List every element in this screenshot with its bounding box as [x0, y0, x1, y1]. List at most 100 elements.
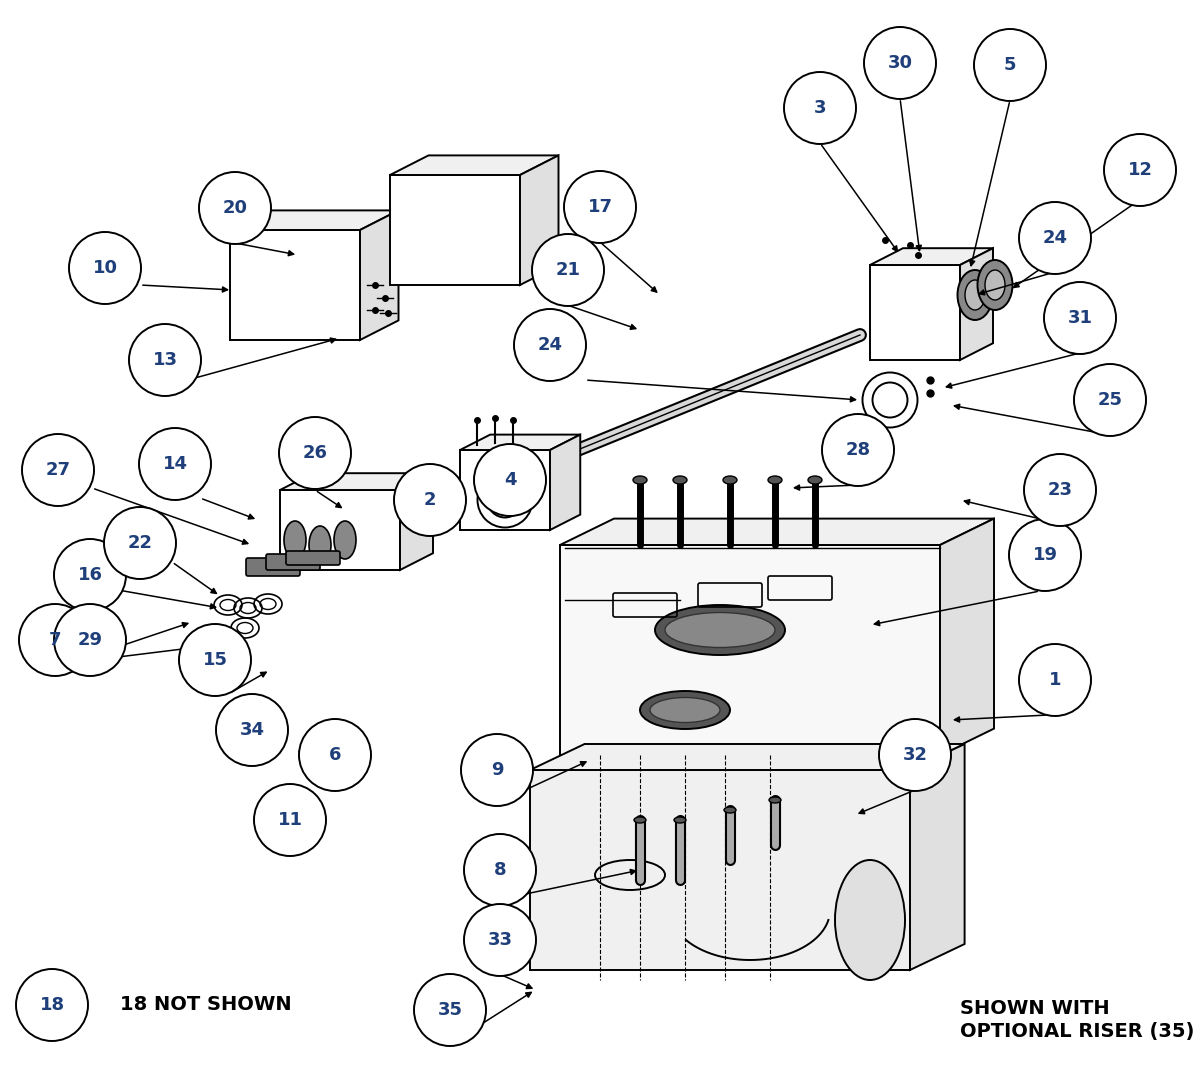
Polygon shape	[230, 211, 398, 230]
Ellipse shape	[768, 476, 782, 484]
Polygon shape	[960, 248, 994, 360]
Polygon shape	[360, 211, 398, 340]
Ellipse shape	[278, 417, 352, 489]
Ellipse shape	[564, 171, 636, 244]
Text: 23: 23	[1048, 480, 1073, 499]
Ellipse shape	[104, 507, 176, 579]
FancyBboxPatch shape	[286, 551, 340, 565]
Ellipse shape	[16, 969, 88, 1041]
Ellipse shape	[724, 807, 736, 814]
FancyBboxPatch shape	[246, 558, 300, 575]
Ellipse shape	[674, 817, 686, 823]
Ellipse shape	[1019, 202, 1091, 274]
Text: 13: 13	[152, 351, 178, 369]
Ellipse shape	[254, 784, 326, 856]
Ellipse shape	[414, 974, 486, 1046]
Text: 19: 19	[1032, 546, 1057, 563]
Ellipse shape	[284, 521, 306, 559]
Polygon shape	[560, 519, 994, 545]
Ellipse shape	[139, 428, 211, 500]
FancyBboxPatch shape	[266, 554, 320, 570]
Text: 16: 16	[78, 566, 102, 584]
Ellipse shape	[514, 309, 586, 381]
Polygon shape	[400, 473, 433, 570]
Ellipse shape	[394, 464, 466, 536]
Ellipse shape	[1024, 454, 1096, 526]
Text: 28: 28	[846, 441, 870, 459]
Ellipse shape	[334, 521, 356, 559]
Text: 1: 1	[1049, 670, 1061, 689]
Text: 17: 17	[588, 198, 612, 216]
Ellipse shape	[965, 280, 985, 310]
Text: 6: 6	[329, 746, 341, 764]
Text: 20: 20	[222, 199, 247, 217]
Polygon shape	[390, 155, 558, 175]
Ellipse shape	[722, 476, 737, 484]
Ellipse shape	[835, 860, 905, 980]
Text: 3: 3	[814, 99, 827, 117]
Polygon shape	[550, 435, 581, 530]
Ellipse shape	[634, 817, 646, 823]
Polygon shape	[870, 265, 960, 360]
Ellipse shape	[19, 604, 91, 676]
Text: 32: 32	[902, 746, 928, 764]
Text: 7: 7	[49, 631, 61, 649]
Ellipse shape	[640, 691, 730, 729]
Text: 22: 22	[127, 534, 152, 551]
Ellipse shape	[878, 719, 952, 791]
Ellipse shape	[978, 260, 1013, 310]
Text: 26: 26	[302, 444, 328, 462]
Ellipse shape	[784, 72, 856, 144]
Text: 4: 4	[504, 471, 516, 489]
Ellipse shape	[769, 797, 781, 803]
Ellipse shape	[464, 834, 536, 906]
Text: 10: 10	[92, 259, 118, 277]
Text: 18 NOT SHOWN: 18 NOT SHOWN	[120, 996, 292, 1014]
Ellipse shape	[864, 27, 936, 99]
Polygon shape	[520, 155, 558, 285]
Polygon shape	[460, 450, 550, 530]
Ellipse shape	[1009, 519, 1081, 591]
Text: 14: 14	[162, 455, 187, 473]
Ellipse shape	[655, 605, 785, 655]
Polygon shape	[870, 248, 994, 265]
Ellipse shape	[70, 232, 142, 304]
Ellipse shape	[808, 476, 822, 484]
Ellipse shape	[1044, 282, 1116, 354]
Text: 31: 31	[1068, 309, 1092, 327]
Text: 27: 27	[46, 461, 71, 479]
Text: 18: 18	[40, 996, 65, 1014]
Ellipse shape	[650, 698, 720, 723]
Text: 24: 24	[538, 336, 563, 354]
Text: 12: 12	[1128, 161, 1152, 179]
Polygon shape	[230, 230, 360, 340]
Text: 24: 24	[1043, 229, 1068, 247]
Ellipse shape	[634, 476, 647, 484]
Polygon shape	[280, 473, 433, 490]
Ellipse shape	[22, 434, 94, 506]
Text: 35: 35	[438, 1001, 462, 1019]
Ellipse shape	[985, 270, 1006, 300]
Ellipse shape	[130, 324, 202, 396]
Text: 11: 11	[277, 811, 302, 829]
Ellipse shape	[665, 613, 775, 648]
Ellipse shape	[216, 695, 288, 765]
Ellipse shape	[179, 624, 251, 696]
Ellipse shape	[1104, 134, 1176, 206]
Ellipse shape	[673, 476, 686, 484]
Ellipse shape	[532, 234, 604, 306]
Ellipse shape	[1074, 364, 1146, 436]
Text: 30: 30	[888, 54, 912, 72]
Text: 33: 33	[487, 931, 512, 949]
Ellipse shape	[464, 904, 536, 976]
Polygon shape	[280, 490, 400, 570]
Polygon shape	[530, 744, 965, 770]
Text: 8: 8	[493, 860, 506, 879]
Ellipse shape	[310, 526, 331, 563]
Text: SHOWN WITH
OPTIONAL RISER (35): SHOWN WITH OPTIONAL RISER (35)	[960, 999, 1194, 1041]
Polygon shape	[530, 770, 910, 970]
Polygon shape	[940, 519, 994, 755]
Text: 34: 34	[240, 721, 264, 739]
Ellipse shape	[54, 604, 126, 676]
Text: 21: 21	[556, 261, 581, 278]
